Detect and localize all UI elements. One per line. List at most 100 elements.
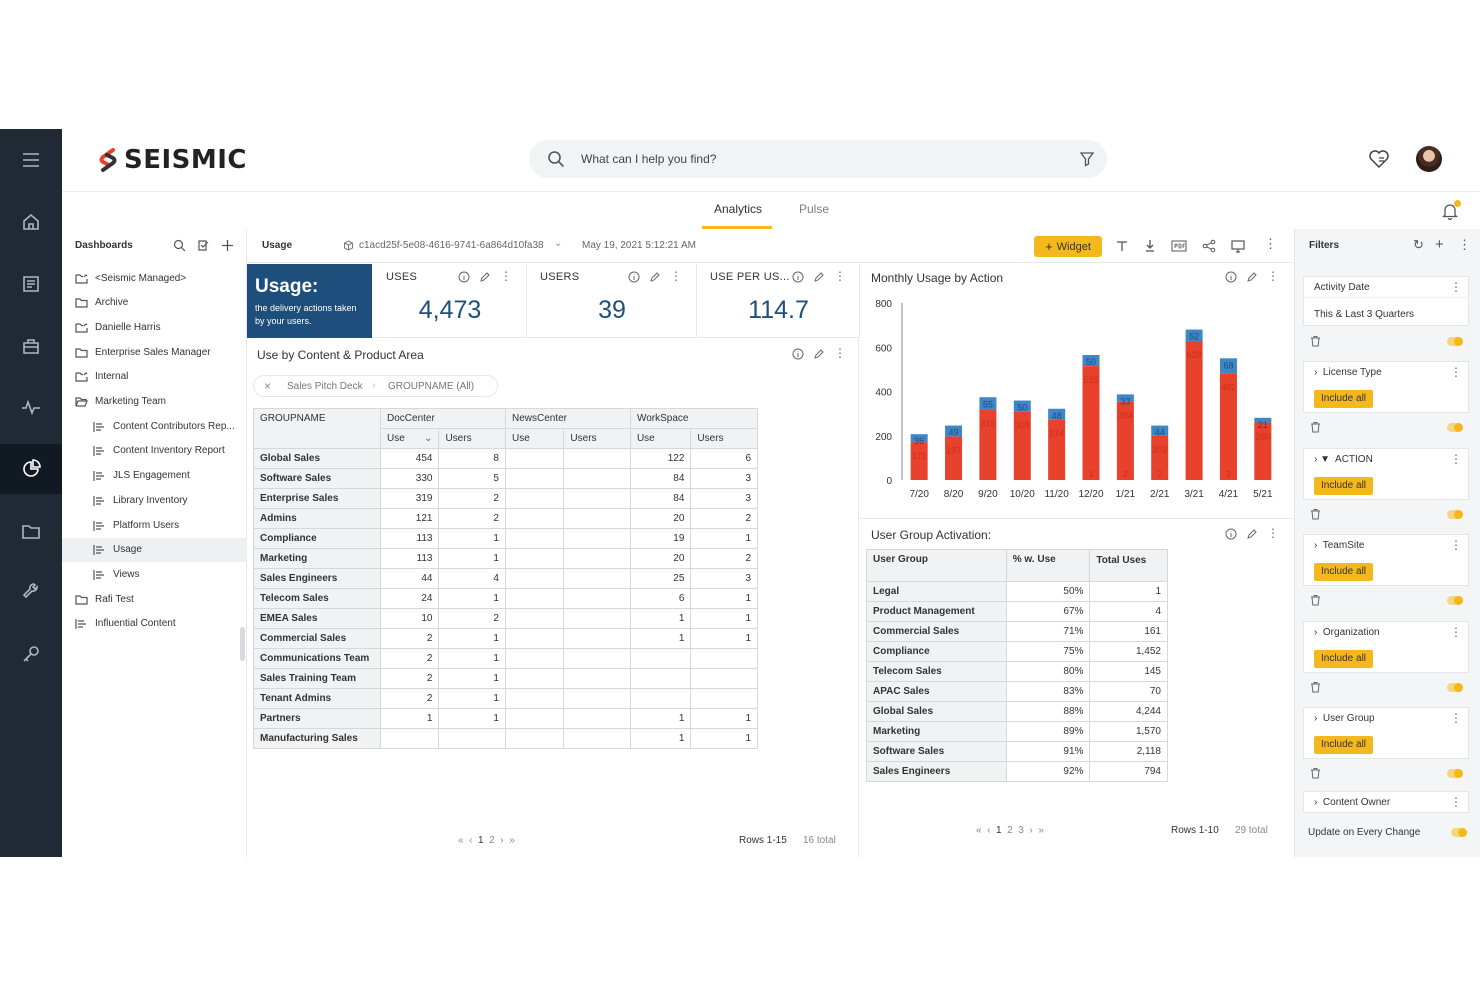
tree-item[interactable]: JLS Engagement (62, 464, 247, 488)
tree-item[interactable]: Danielle Harris (62, 315, 247, 339)
pdf-icon[interactable] (1171, 239, 1187, 253)
nav-admin[interactable] (0, 629, 62, 679)
table-row[interactable]: EMEA Sales 10 2 1 1 (253, 608, 758, 629)
edit-icon[interactable] (649, 271, 661, 283)
edit-icon[interactable] (1246, 528, 1258, 540)
column-header[interactable]: GROUPNAME (253, 408, 381, 449)
trash-icon[interactable] (1310, 335, 1321, 347)
filter-card[interactable]: › User Group ⋮ Include all (1303, 707, 1469, 759)
edit-icon[interactable] (813, 271, 825, 283)
more-icon[interactable]: ⋮ (1450, 538, 1462, 552)
kpi-uses[interactable]: USES ⋮ 4,473 (374, 264, 527, 338)
filter-activity-date[interactable]: Activity Date ⋮ This & Last 3 Quarters (1303, 276, 1469, 326)
trash-icon[interactable] (1310, 508, 1321, 520)
tree-item[interactable]: Internal (62, 365, 247, 389)
table-row[interactable]: Product Management 67% 4 (866, 601, 1168, 622)
filter-card[interactable]: › ▼ ACTION ⋮ Include all (1303, 447, 1469, 500)
share-icon[interactable] (1202, 239, 1216, 253)
prev-page-icon[interactable]: ‹ (469, 835, 473, 846)
next-page-icon[interactable]: › (500, 835, 504, 846)
table-row[interactable]: Tenant Admins 2 1 (253, 688, 758, 709)
more-icon[interactable]: ⋮ (1264, 236, 1277, 251)
page-number[interactable]: 1 (996, 825, 1002, 836)
table-row[interactable]: Commercial Sales 71% 161 (866, 621, 1168, 642)
column-header[interactable]: Use (504, 428, 565, 449)
more-icon[interactable]: ⋮ (1267, 269, 1279, 283)
more-icon[interactable]: ⋮ (670, 269, 682, 283)
filter-value[interactable]: This & Last 3 Quarters (1314, 309, 1415, 320)
tree-item[interactable]: Platform Users (62, 513, 247, 537)
seismic-logo[interactable]: SEISMIC (98, 145, 247, 175)
present-icon[interactable] (1231, 239, 1245, 253)
table-row[interactable]: Sales Engineers 44 4 25 3 (253, 568, 758, 589)
table-row[interactable]: Software Sales 91% 2,118 (866, 741, 1168, 762)
more-icon[interactable]: ⋮ (500, 269, 512, 283)
filter-card[interactable]: › TeamSite ⋮ Include all (1303, 534, 1469, 586)
table-row[interactable]: Telecom Sales 24 1 6 1 (253, 588, 758, 609)
table-row[interactable]: Sales Training Team 2 1 (253, 668, 758, 689)
table-row[interactable]: Marketing 113 1 20 2 (253, 548, 758, 569)
nav-workspace[interactable] (0, 321, 62, 371)
table-row[interactable]: Compliance 113 1 19 1 (253, 528, 758, 549)
table-row[interactable]: Communications Team 2 1 (253, 648, 758, 669)
include-all-button[interactable]: Include all (1314, 649, 1374, 668)
filter-toggle[interactable] (1447, 682, 1463, 692)
filter-toggle[interactable] (1447, 509, 1463, 519)
last-page-icon[interactable]: » (509, 835, 515, 846)
column-header[interactable]: WorkSpace (629, 408, 759, 429)
edit-icon[interactable] (1246, 271, 1258, 283)
download-icon[interactable] (1143, 239, 1157, 253)
page-number[interactable]: 2 (1007, 825, 1013, 836)
include-all-button[interactable]: Include all (1314, 736, 1374, 754)
first-page-icon[interactable]: « (976, 825, 982, 836)
filter-icon[interactable] (1079, 151, 1095, 167)
column-header[interactable]: Users (690, 428, 758, 449)
next-page-icon[interactable]: › (1029, 825, 1033, 836)
tree-item[interactable]: Library Inventory (62, 488, 247, 512)
tree-item[interactable]: Influential Content (62, 612, 247, 636)
column-header[interactable]: Users (438, 428, 506, 449)
include-all-button[interactable]: Include all (1314, 476, 1374, 495)
more-icon[interactable]: ⋮ (1267, 526, 1279, 540)
include-all-button[interactable]: Include all (1314, 563, 1374, 581)
add-widget-button[interactable]: + Widget (1034, 236, 1102, 257)
page-number[interactable]: 2 (489, 835, 495, 846)
tree-item[interactable]: Marketing Team (62, 390, 247, 414)
filter-toggle[interactable] (1447, 596, 1463, 605)
chevron-down-icon[interactable]: ⌄ (554, 238, 563, 249)
table-row[interactable]: Legal 50% 1 (866, 581, 1168, 602)
tab-pulse[interactable]: Pulse (799, 202, 830, 216)
search-icon[interactable] (173, 239, 186, 252)
table-row[interactable]: Partners 1 1 1 1 (253, 708, 758, 729)
table-row[interactable]: Manufacturing Sales 1 1 (253, 728, 758, 749)
page-number[interactable]: 1 (478, 835, 484, 846)
nav-home[interactable] (0, 197, 62, 247)
info-icon[interactable] (458, 271, 470, 283)
more-icon[interactable]: ⋮ (1450, 624, 1462, 639)
table-row[interactable]: Global Sales 454 8 122 6 (253, 448, 758, 469)
user-avatar[interactable] (1416, 146, 1442, 172)
table-row[interactable]: Global Sales 88% 4,244 (866, 701, 1168, 722)
filter-card[interactable]: › License Type ⋮ Include all (1303, 361, 1469, 413)
more-icon[interactable]: ⋮ (1450, 795, 1462, 809)
table-row[interactable]: Marketing 89% 1,570 (866, 721, 1168, 742)
column-header[interactable]: Users (563, 428, 631, 449)
tab-analytics[interactable]: Analytics (714, 202, 763, 216)
tree-item[interactable]: Rafi Test (62, 587, 247, 611)
column-header[interactable]: Use ⌄ (379, 428, 440, 449)
more-icon[interactable]: ⋮ (1458, 237, 1471, 252)
dashboard-id-select[interactable]: c1acd25f-5e08-4616-9741-6a864d10fa38 (359, 240, 544, 251)
table-row[interactable]: Software Sales 330 5 84 3 (253, 468, 758, 489)
nav-tools[interactable] (0, 567, 62, 617)
menu-button[interactable] (0, 135, 62, 185)
more-icon[interactable]: ⋮ (1450, 365, 1462, 379)
include-all-button[interactable]: Include all (1314, 390, 1374, 408)
nav-activity[interactable] (0, 382, 62, 432)
close-icon[interactable]: × (264, 379, 272, 393)
breadcrumb-item[interactable]: Sales Pitch Deck (287, 381, 363, 392)
filter-toggle[interactable] (1447, 769, 1463, 778)
table-row[interactable]: Compliance 75% 1,452 (866, 641, 1168, 662)
more-icon[interactable]: ⋮ (834, 346, 846, 360)
filter-content-owner[interactable]: › Content Owner ⋮ (1303, 791, 1469, 813)
trash-icon[interactable] (1310, 681, 1321, 693)
